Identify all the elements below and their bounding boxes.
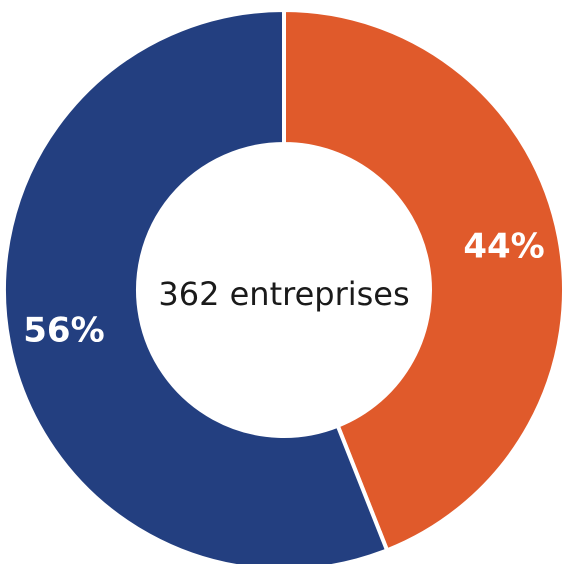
slice-labels-group: 44% 56% (23, 227, 544, 351)
slice-label-0: 44% (463, 227, 544, 267)
donut-slice-1 (2, 7, 390, 564)
slices-group (2, 7, 564, 564)
center-label: 362 entreprises (158, 275, 409, 313)
slice-label-1: 56% (23, 310, 104, 350)
donut-slice-0 (282, 7, 564, 553)
